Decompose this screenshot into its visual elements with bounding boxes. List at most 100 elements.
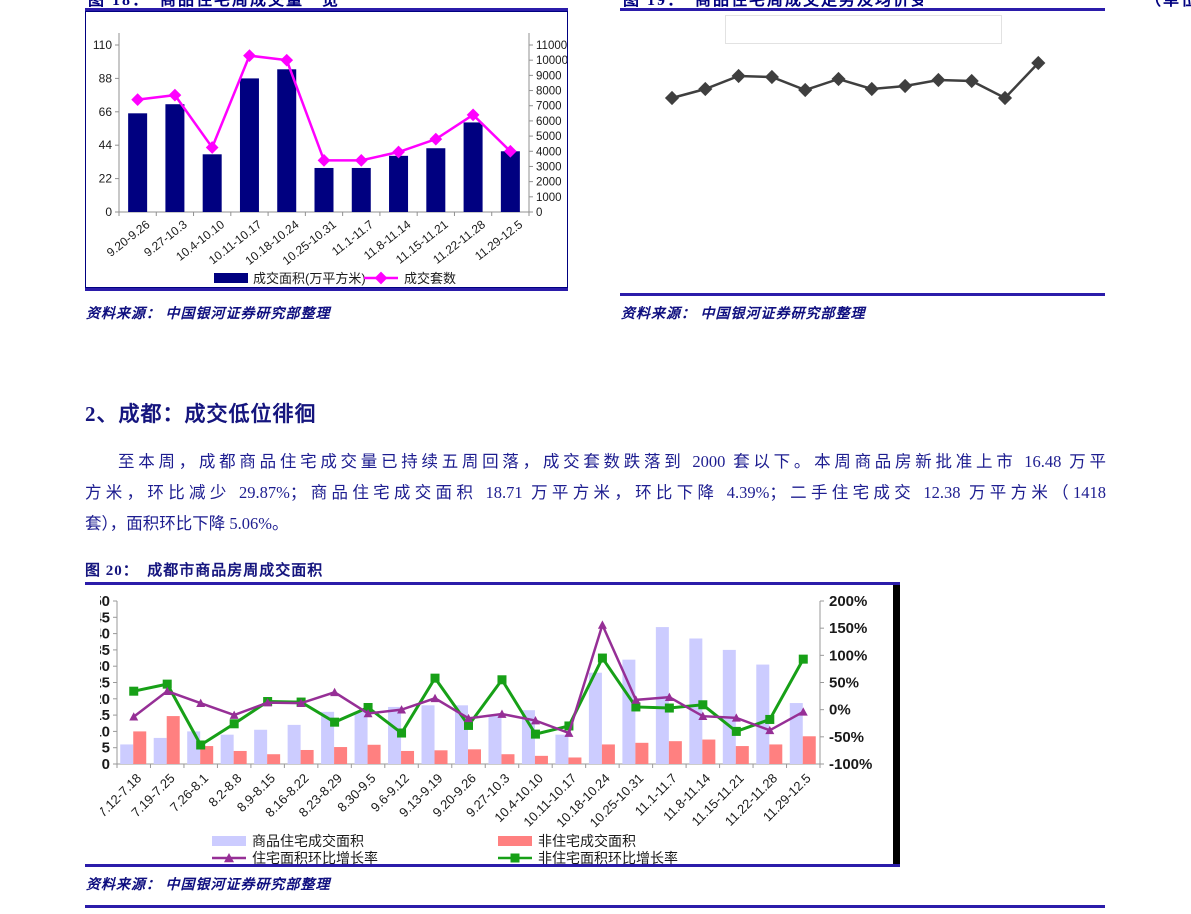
bar [501, 754, 515, 764]
svg-text:7000: 7000 [536, 101, 562, 113]
divider [85, 8, 568, 11]
bar [689, 638, 703, 764]
bar [468, 749, 481, 764]
square-marker [430, 673, 440, 683]
diamond-marker [429, 132, 443, 146]
square-marker [564, 721, 574, 731]
triangle-marker [263, 698, 273, 707]
svg-text:44: 44 [99, 138, 113, 152]
svg-text:6000: 6000 [536, 116, 562, 128]
triangle-marker [330, 687, 340, 697]
svg-text:0: 0 [105, 205, 112, 219]
square-marker [765, 714, 775, 724]
bar [488, 715, 502, 764]
triangle-marker [229, 710, 239, 719]
bar [233, 750, 247, 764]
svg-text:2000: 2000 [536, 177, 562, 189]
bar-series-residential [120, 627, 803, 764]
bar [165, 104, 185, 212]
diamond-marker [898, 78, 913, 94]
diamond-marker [205, 141, 219, 154]
triangle-marker [698, 711, 708, 721]
bar [200, 746, 214, 764]
svg-text:50%: 50% [829, 675, 859, 692]
svg-text:150%: 150% [829, 620, 867, 637]
section-heading: 2、成都：成交低位徘徊 [85, 402, 317, 426]
svg-text:88: 88 [99, 71, 113, 85]
svg-text:0%: 0% [829, 702, 851, 719]
bar [401, 750, 415, 764]
bar [166, 716, 180, 764]
bar [500, 151, 520, 212]
divider [85, 582, 900, 585]
diamond-marker [131, 93, 145, 107]
triangle-marker [564, 728, 574, 737]
svg-text:0: 0 [102, 756, 110, 773]
diamond-marker [931, 72, 946, 88]
bar [668, 741, 682, 764]
svg-text:40: 40 [100, 626, 110, 643]
square-marker [464, 720, 473, 730]
triangle-marker [397, 705, 407, 714]
svg-text:成交面积(万平方米): 成交面积(万平方米) [253, 271, 366, 286]
triangle-marker [464, 713, 473, 723]
body-text-line: 至本周，成都商品住宅成交量已持续五周回落，成交套数跌落到 2000 套以下。本周… [118, 452, 1106, 471]
bar [334, 747, 348, 764]
bar [568, 757, 582, 764]
triangle-marker [363, 708, 373, 718]
square-marker [798, 654, 808, 664]
diamond-marker [698, 81, 713, 97]
bar [389, 155, 409, 212]
triangle-marker [631, 695, 641, 704]
diamond-marker [664, 90, 680, 106]
figure-20-caption: 图 20： 成都市商品房周成交面积 [85, 563, 324, 579]
svg-text:15: 15 [100, 707, 110, 724]
bar [133, 731, 147, 764]
svg-text:200%: 200% [829, 593, 867, 610]
bar [287, 724, 301, 764]
svg-text:-100%: -100% [829, 756, 872, 773]
diamond-marker [764, 69, 779, 85]
triangle-marker [162, 686, 172, 696]
bar [555, 734, 569, 764]
bar [655, 627, 669, 764]
bar [463, 122, 483, 212]
body-text-line: 方米，环比减少 29.87%；商品住宅成交面积 18.71 万平方米，环比下降 … [85, 483, 1106, 502]
bar [534, 755, 548, 764]
triangle-marker [597, 620, 607, 629]
bar [277, 69, 297, 212]
gray-trend-line [664, 55, 1046, 106]
bar [367, 744, 381, 764]
square-marker [330, 717, 340, 727]
diamond-marker [831, 71, 846, 87]
diamond-marker [392, 145, 405, 159]
bar [769, 744, 783, 764]
svg-text:10: 10 [100, 723, 110, 740]
square-marker [510, 853, 520, 863]
transaction-volume-chart: 0 22 44 66 88 110 0 1000 2000 3000 4000 5000 6000 700… [93, 33, 568, 286]
triangle-marker [497, 709, 507, 718]
square-marker [698, 700, 708, 710]
divider [85, 905, 1105, 908]
divider [85, 864, 900, 867]
square-marker [597, 653, 607, 663]
bar [128, 113, 148, 212]
svg-text:22: 22 [99, 172, 113, 186]
triangle-marker [296, 698, 306, 707]
bar [300, 749, 314, 764]
figure-right-black-band [893, 585, 900, 864]
svg-text:4000: 4000 [536, 146, 562, 158]
triangle-marker [765, 725, 775, 735]
triangle-marker [798, 707, 808, 716]
bar [388, 706, 402, 764]
figure-top-left: 图 18： 商品住宅周成交量一览 0 22 44 66 88 110 0 1000 2000 30… [85, 0, 568, 295]
bar [202, 154, 222, 212]
diamond-marker [798, 82, 813, 98]
bar [601, 744, 615, 764]
line-series-residential-growth [129, 620, 808, 737]
svg-text:66: 66 [99, 105, 113, 119]
svg-text:3000: 3000 [536, 161, 562, 173]
square-marker [162, 679, 172, 689]
svg-text:非住宅成交面积: 非住宅成交面积 [538, 833, 636, 849]
